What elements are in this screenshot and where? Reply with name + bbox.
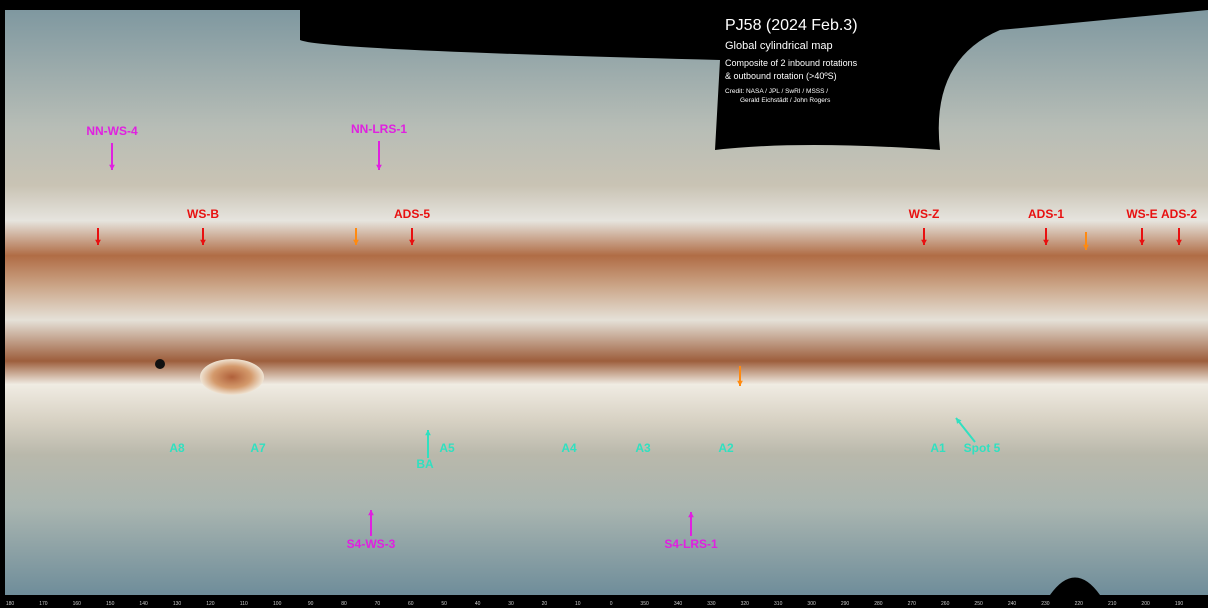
feature-label: A4 bbox=[561, 441, 577, 455]
scale-label: 250 bbox=[974, 601, 983, 607]
scale-label: 80 bbox=[341, 601, 347, 607]
scale-label: 190 bbox=[1175, 601, 1184, 607]
arrow-head bbox=[376, 164, 382, 170]
arrow-head bbox=[1083, 244, 1089, 250]
arrow-head bbox=[921, 239, 927, 245]
arrow-head bbox=[425, 430, 431, 436]
feature-label: A5 bbox=[439, 441, 455, 455]
scale-label: 330 bbox=[707, 601, 716, 607]
scale-label: 10 bbox=[575, 601, 581, 607]
scale-label: 40 bbox=[475, 601, 481, 607]
no-data-area bbox=[1050, 577, 1100, 595]
moon-shadow bbox=[155, 359, 165, 369]
feature-label: BA bbox=[416, 457, 434, 471]
feature-label: Spot 5 bbox=[964, 441, 1001, 455]
scale-label: 0 bbox=[610, 601, 613, 607]
scale-label: 100 bbox=[273, 601, 282, 607]
scale-label: 340 bbox=[674, 601, 683, 607]
scale-label: 320 bbox=[741, 601, 750, 607]
arrow-head bbox=[1176, 239, 1182, 245]
feature-label: ADS-5 bbox=[394, 207, 430, 221]
arrow-head bbox=[688, 512, 694, 518]
scale-label: 260 bbox=[941, 601, 950, 607]
scale-label: 30 bbox=[508, 601, 514, 607]
arrow-head bbox=[109, 164, 115, 170]
arrow-head bbox=[956, 418, 962, 424]
arrow-head bbox=[1139, 239, 1145, 245]
feature-label: WS-Z bbox=[909, 207, 940, 221]
scale-label: 240 bbox=[1008, 601, 1017, 607]
feature-label: A8 bbox=[169, 441, 185, 455]
arrow-head bbox=[353, 239, 359, 245]
scale-label: 210 bbox=[1108, 601, 1117, 607]
subtitle: Global cylindrical map bbox=[725, 40, 833, 52]
feature-label: WS-E bbox=[1126, 207, 1157, 221]
scale-strip bbox=[0, 596, 1208, 608]
scale-label: 180 bbox=[6, 601, 15, 607]
planet-surface bbox=[5, 10, 1208, 595]
scale-label: 20 bbox=[542, 601, 548, 607]
scale-label: 70 bbox=[375, 601, 381, 607]
scale-label: 120 bbox=[206, 601, 215, 607]
scale-label: 60 bbox=[408, 601, 414, 607]
feature-label: A7 bbox=[250, 441, 266, 455]
scale-label: 220 bbox=[1075, 601, 1084, 607]
scale-label: 230 bbox=[1041, 601, 1050, 607]
scale-label: 270 bbox=[908, 601, 917, 607]
scale-label: 130 bbox=[173, 601, 182, 607]
arrow-head bbox=[368, 510, 374, 516]
header: PJ58 (2024 Feb.3) Global cylindrical map… bbox=[725, 17, 858, 104]
no-data-area bbox=[300, 10, 1208, 150]
feature-label: ADS-1 bbox=[1028, 207, 1064, 221]
great-red-spot bbox=[200, 359, 264, 395]
feature-label: ADS-2 bbox=[1161, 207, 1197, 221]
feature-label: S4-LRS-1 bbox=[664, 537, 718, 551]
arrow-head bbox=[95, 239, 101, 245]
arrow-head bbox=[200, 239, 206, 245]
scale-label: 50 bbox=[441, 601, 447, 607]
note: & outbound rotation (>40ºS) bbox=[725, 71, 837, 81]
credit: Credit: NASA / JPL / SwRI / MSSS / bbox=[725, 88, 828, 95]
scale-label: 90 bbox=[308, 601, 314, 607]
arrow-head bbox=[737, 380, 743, 386]
feature-label: S4-WS-3 bbox=[347, 537, 396, 551]
feature-label: NN-WS-4 bbox=[86, 124, 138, 138]
scale-label: 310 bbox=[774, 601, 783, 607]
credit: Gerald Eichstädt / John Rogers bbox=[740, 97, 831, 104]
scale-label: 280 bbox=[874, 601, 883, 607]
scale-label: 290 bbox=[841, 601, 850, 607]
arrow-head bbox=[1043, 239, 1049, 245]
scale-label: 200 bbox=[1141, 601, 1150, 607]
feature-label: A2 bbox=[718, 441, 734, 455]
scale-label: 350 bbox=[640, 601, 649, 607]
scale-label: 160 bbox=[73, 601, 82, 607]
arrow-head bbox=[409, 239, 415, 245]
title: PJ58 (2024 Feb.3) bbox=[725, 17, 858, 34]
feature-label: WS-B bbox=[187, 207, 219, 221]
scale-label: 110 bbox=[240, 601, 248, 607]
scale-label: 300 bbox=[807, 601, 816, 607]
feature-label: A3 bbox=[635, 441, 651, 455]
feature-label: A1 bbox=[930, 441, 946, 455]
feature-label: NN-LRS-1 bbox=[351, 122, 407, 136]
scale-label: 170 bbox=[39, 601, 48, 607]
scale-label: 150 bbox=[106, 601, 115, 607]
scale-label: 140 bbox=[139, 601, 148, 607]
note: Composite of 2 inbound rotations bbox=[725, 58, 858, 68]
